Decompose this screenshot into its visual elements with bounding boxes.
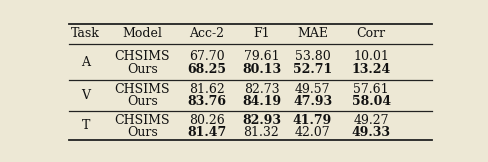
Text: 83.76: 83.76	[187, 95, 226, 108]
Text: 84.19: 84.19	[242, 95, 281, 108]
Text: 81.32: 81.32	[244, 127, 279, 139]
Text: 81.62: 81.62	[189, 83, 224, 96]
Text: 80.13: 80.13	[242, 63, 281, 76]
Text: 68.25: 68.25	[187, 63, 226, 76]
Text: Model: Model	[122, 27, 162, 40]
Text: Ours: Ours	[127, 127, 158, 139]
Text: V: V	[81, 89, 90, 102]
Text: 52.71: 52.71	[293, 63, 332, 76]
Text: 79.61: 79.61	[244, 50, 279, 63]
Text: 58.04: 58.04	[351, 95, 391, 108]
Text: 10.01: 10.01	[353, 50, 389, 63]
Text: A: A	[81, 56, 90, 69]
Text: 49.33: 49.33	[352, 127, 390, 139]
Text: 53.80: 53.80	[295, 50, 330, 63]
Text: Acc-2: Acc-2	[189, 27, 224, 40]
Text: Ours: Ours	[127, 63, 158, 76]
Text: 41.79: 41.79	[293, 114, 332, 127]
Text: 13.24: 13.24	[351, 63, 391, 76]
Text: CHSIMS: CHSIMS	[115, 50, 170, 63]
Text: 82.93: 82.93	[242, 114, 281, 127]
Text: 49.27: 49.27	[353, 114, 389, 127]
Text: Task: Task	[71, 27, 100, 40]
Text: CHSIMS: CHSIMS	[115, 114, 170, 127]
Text: 81.47: 81.47	[187, 127, 226, 139]
Text: Corr: Corr	[357, 27, 386, 40]
Text: MAE: MAE	[297, 27, 328, 40]
Text: 57.61: 57.61	[353, 83, 389, 96]
Text: 80.26: 80.26	[189, 114, 224, 127]
Text: 49.57: 49.57	[295, 83, 330, 96]
Text: F1: F1	[253, 27, 270, 40]
Text: 47.93: 47.93	[293, 95, 332, 108]
Text: 67.70: 67.70	[189, 50, 224, 63]
Text: T: T	[81, 119, 90, 132]
Text: CHSIMS: CHSIMS	[115, 83, 170, 96]
Text: Ours: Ours	[127, 95, 158, 108]
Text: 82.73: 82.73	[244, 83, 279, 96]
Text: 42.07: 42.07	[295, 127, 330, 139]
